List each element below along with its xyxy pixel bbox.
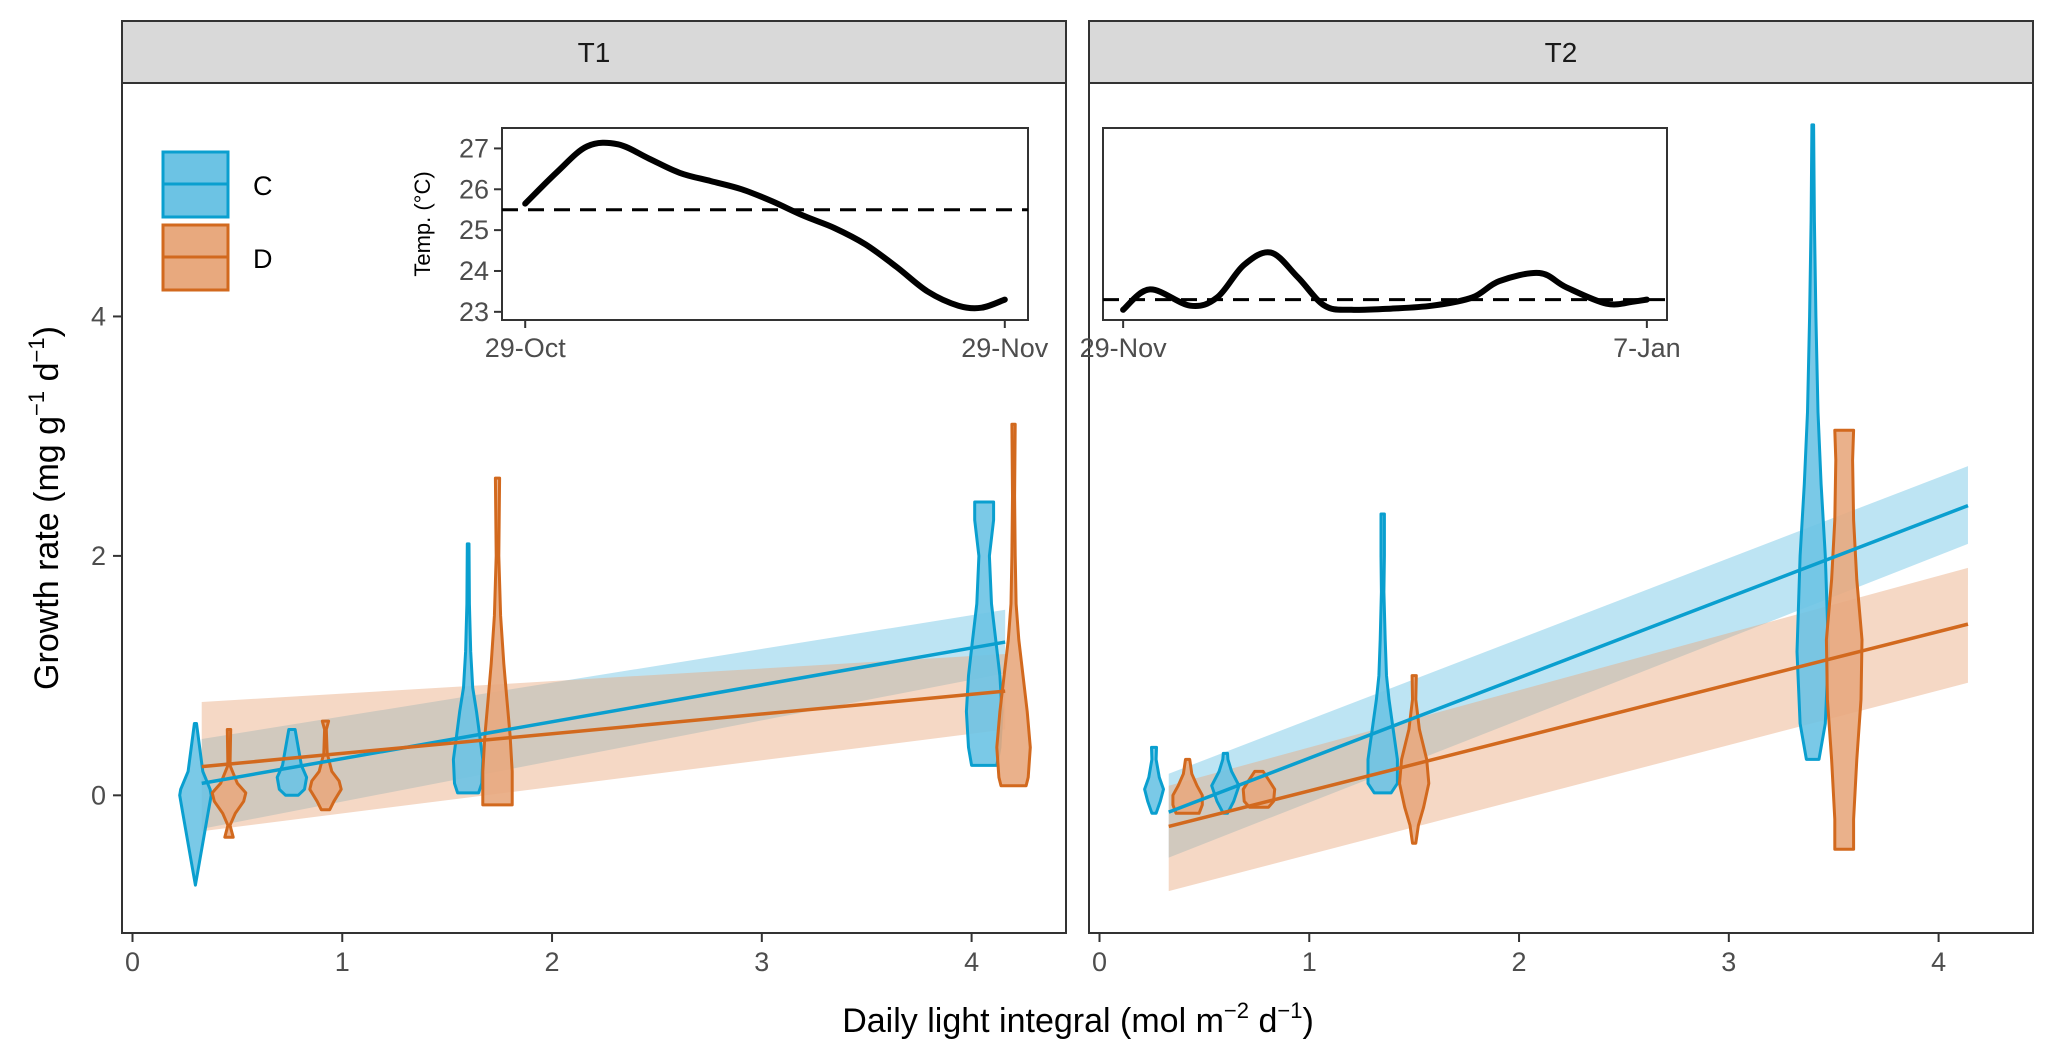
violin-d xyxy=(308,719,343,812)
panel-t2: T2 0 1 2 3 4 29-Nov 7-Jan xyxy=(1080,20,2034,977)
inset-y-tick-label: 24 xyxy=(459,256,489,286)
fit-lines-t2 xyxy=(1168,503,1969,829)
violin-d xyxy=(481,476,514,807)
violin-c xyxy=(178,722,213,887)
x-axis-title: Daily light integral (mol m−2 d−1) xyxy=(842,998,1314,1040)
strip-label-t2: T2 xyxy=(1545,37,1578,68)
inset-y-tick-label: 26 xyxy=(459,174,489,204)
inset-ylabel-t1: Temp. (°C) xyxy=(410,171,435,276)
inset-x-tick-label: 7-Jan xyxy=(1613,333,1681,363)
fit-line-c xyxy=(1168,503,1969,814)
x-tick-label: 0 xyxy=(125,947,140,977)
violin-d xyxy=(1824,428,1864,851)
inset-x-tick-label: 29-Nov xyxy=(961,333,1049,363)
inset-frame-t2 xyxy=(1102,127,1668,321)
inset-y-tick-label: 23 xyxy=(459,297,489,327)
strip-t1 xyxy=(121,20,1067,84)
inset-y-tick-label: 25 xyxy=(459,215,489,245)
violin-c xyxy=(1366,512,1399,795)
x-tick-label: 3 xyxy=(754,947,769,977)
inset-frame-t1 xyxy=(501,127,1029,321)
x-tick-label: 3 xyxy=(1721,947,1736,977)
inset-t1: 23 24 25 26 27 29-Oct 29-Nov Temp. (°C) xyxy=(410,127,1049,363)
violin-c xyxy=(1795,123,1830,761)
x-ticks-t2: 0 1 2 3 4 xyxy=(1092,933,1946,977)
inset-x-tick-label: 29-Oct xyxy=(485,333,567,363)
inset-x-tick-label: 29-Nov xyxy=(1080,333,1168,363)
fit-line-d xyxy=(1168,622,1969,829)
violin-d xyxy=(995,422,1032,788)
y-tick-label: 2 xyxy=(91,541,106,571)
inset-t2: 29-Nov 7-Jan xyxy=(1080,127,1681,363)
x-tick-label: 4 xyxy=(1931,947,1946,977)
legend-label-c: C xyxy=(253,171,273,201)
fit-line-d xyxy=(201,689,1006,769)
violin-d xyxy=(1398,674,1431,845)
x-tick-label: 1 xyxy=(335,947,350,977)
y-ticks: 0 2 4 xyxy=(91,301,122,810)
violins-t1 xyxy=(178,422,1032,887)
x-tick-label: 1 xyxy=(1302,947,1317,977)
inset-temperature-line xyxy=(1120,249,1650,313)
x-ticks-t1: 0 1 2 3 4 xyxy=(125,933,979,977)
x-tick-label: 0 xyxy=(1092,947,1107,977)
y-tick-label: 4 xyxy=(91,301,106,331)
legend: C D xyxy=(161,150,273,292)
legend-label-d: D xyxy=(253,244,273,274)
violin-d xyxy=(1171,757,1204,815)
y-axis-title: Growth rate (mg g−1 d−1) xyxy=(24,326,66,690)
fit-band-d xyxy=(1168,567,1968,892)
inset-y-tick-label: 27 xyxy=(459,133,489,163)
x-tick-label: 4 xyxy=(964,947,979,977)
fit-line-c xyxy=(201,640,1006,786)
x-tick-label: 2 xyxy=(545,947,560,977)
inset-temperature-line xyxy=(522,139,1008,312)
violin-c xyxy=(964,500,1004,767)
strip-label-t1: T1 xyxy=(578,37,611,68)
fit-lines-t1 xyxy=(201,640,1006,786)
strip-t2 xyxy=(1088,20,2034,84)
x-tick-label: 2 xyxy=(1512,947,1527,977)
violin-d xyxy=(210,728,248,839)
fit-bands-t1 xyxy=(201,609,1006,832)
violin-c xyxy=(1143,745,1165,815)
violin-c xyxy=(275,728,309,797)
y-tick-label: 0 xyxy=(91,780,106,810)
fit-band-d xyxy=(201,654,1006,832)
fit-band-c xyxy=(201,609,1006,829)
